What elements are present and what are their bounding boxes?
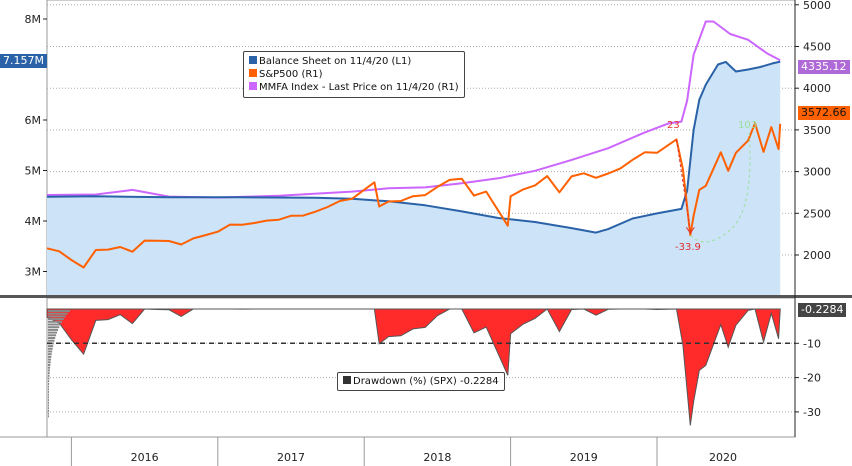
histogram-bar [48,407,49,410]
arrowhead-icon [685,226,695,235]
histogram-bar [48,385,49,388]
histogram-bar [48,374,50,377]
x-axis-year-label: 2017 [277,451,305,464]
last-value-spx: 3572.66 [798,106,850,120]
legend-swatch-icon [249,82,257,90]
last-value-drawdown: -0.2284 [798,303,847,317]
left-axis-tick-label: 4M [25,215,42,228]
right-axis-tick-label: 5000 [803,0,831,12]
histogram-bar [48,337,56,339]
histogram-bar [48,315,66,318]
right-axis-tick-label: 2500 [803,207,831,220]
annotation-drawdown-min: -33.9 [675,242,701,253]
histogram-bar [48,415,49,418]
histogram-bar [48,393,49,396]
lower-axis-tick-label: -10 [803,337,821,350]
right-axis-tick-label: 2000 [803,249,831,262]
left-axis-tick-label: 5M [25,165,42,178]
histogram-bar [48,399,49,402]
histogram-bar [48,377,50,380]
annotation-recovery: 103 [738,120,758,131]
lower-axis-tick-label: -30 [803,406,821,419]
drawdown-arrow-icon [676,139,691,232]
last-value-balance-sheet: 7.157M [0,54,47,68]
histogram-bar [48,391,49,393]
histogram-bar [48,388,49,391]
legend-lower: Drawdown (%) (SPX) -0.2284 [337,372,505,391]
x-axis-year-label: 2018 [423,451,451,464]
legend-upper: Balance Sheet on 11/4/20 (L1) S&P500 (R1… [243,51,465,98]
recovery-curve [689,129,751,243]
legend-label: S&P500 (R1) [259,69,323,80]
left-axis-tick-label: 6M [25,114,42,127]
histogram-bar [48,409,49,412]
histogram-bar [48,310,70,312]
histogram-bar [48,366,51,369]
right-axis-tick-label: 3000 [803,166,831,179]
histogram-bar [48,355,52,358]
histogram-bar [48,361,51,364]
annotation-gain: 23 [667,120,680,131]
x-axis-year-label: 2016 [131,451,159,464]
drawdown-area [46,308,781,426]
histogram-bar [48,358,51,361]
histogram-bar [48,412,49,415]
legend-swatch-icon [249,56,257,64]
histogram-bar [48,347,53,350]
histogram-bar [48,401,49,404]
left-axis-tick-label: 3M [25,266,42,279]
right-axis-tick-label: 4500 [803,41,831,54]
histogram-bar [48,382,50,385]
histogram-bar [48,372,50,375]
histogram-bar [48,345,54,348]
spx-line [46,122,782,269]
legend-label: Balance Sheet on 11/4/20 (L1) [259,56,412,67]
legend-item-spx: S&P500 (R1) [249,68,459,81]
legend-item-balance-sheet: Balance Sheet on 11/4/20 (L1) [249,55,459,68]
left-axis-tick-label: 8M [25,13,42,26]
histogram-bar [48,326,60,329]
histogram-bar [48,353,52,356]
legend-label: Drawdown (%) (SPX) -0.2284 [353,376,499,387]
right-axis-tick-label: 4000 [803,82,831,95]
x-axis-year-label: 2019 [570,451,598,464]
histogram-bar [48,364,51,366]
histogram-bar [48,318,64,321]
last-value-mmfa: 4335.12 [798,60,850,74]
balance-sheet-line [46,60,781,234]
histogram-bar [48,334,57,337]
histogram-bar [48,404,49,407]
histogram-bar [48,380,50,383]
histogram-bar [48,396,49,399]
lower-axis-tick-label: -20 [803,372,821,385]
histogram-bar [48,331,58,334]
balance-sheet-area [47,61,781,295]
histogram-bar [48,312,68,315]
legend-swatch-icon [249,69,257,77]
right-axis-tick-label: 3500 [803,124,831,137]
histogram-bar [48,323,61,326]
legend-item-mmfa: MMFA Index - Last Price on 11/4/20 (R1) [249,81,459,94]
histogram-bar [48,350,53,353]
x-axis-year-label: 2020 [709,451,737,464]
legend-label: MMFA Index - Last Price on 11/4/20 (R1) [259,82,459,93]
histogram-bar [48,328,59,331]
histogram-bar [48,369,50,372]
histogram-bar [48,320,63,323]
histogram-bar [48,339,55,342]
legend-swatch-icon [343,376,351,384]
